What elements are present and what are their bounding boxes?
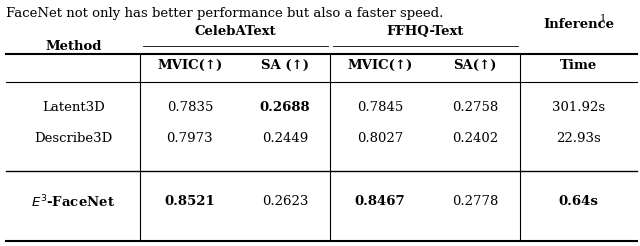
Text: 0.2623: 0.2623	[262, 195, 308, 208]
Text: 0.8027: 0.8027	[356, 133, 403, 145]
Text: SA (↑): SA (↑)	[261, 59, 309, 72]
Text: 0.7973: 0.7973	[166, 133, 213, 145]
Text: Time: Time	[560, 59, 597, 72]
Text: 0.2758: 0.2758	[452, 101, 498, 113]
Text: MVIC(↑): MVIC(↑)	[157, 59, 223, 72]
Text: 1: 1	[600, 14, 606, 23]
Text: $E^3$-FaceNet: $E^3$-FaceNet	[31, 193, 115, 210]
Text: 301.92s: 301.92s	[552, 101, 605, 113]
Text: FaceNet not only has better performance but also a faster speed.: FaceNet not only has better performance …	[6, 7, 444, 20]
Text: 0.64s: 0.64s	[559, 195, 598, 208]
Text: 0.7835: 0.7835	[166, 101, 213, 113]
Text: Describe3D: Describe3D	[34, 133, 113, 145]
Text: 0.8521: 0.8521	[164, 195, 215, 208]
Text: 0.7845: 0.7845	[356, 101, 403, 113]
Text: 0.8467: 0.8467	[355, 195, 405, 208]
Text: 0.2402: 0.2402	[452, 133, 498, 145]
Text: 22.93s: 22.93s	[556, 133, 601, 145]
Text: 0.2778: 0.2778	[452, 195, 498, 208]
Text: SA(↑): SA(↑)	[453, 59, 497, 72]
Text: MVIC(↑): MVIC(↑)	[348, 59, 413, 72]
Text: Method: Method	[45, 40, 102, 53]
Text: Latent3D: Latent3D	[42, 101, 105, 113]
Text: Inference: Inference	[543, 18, 614, 31]
Text: 0.2449: 0.2449	[262, 133, 308, 145]
Text: FFHQ-Text: FFHQ-Text	[387, 26, 464, 38]
Text: 0.2688: 0.2688	[260, 101, 310, 113]
Text: CelebAText: CelebAText	[195, 26, 276, 38]
